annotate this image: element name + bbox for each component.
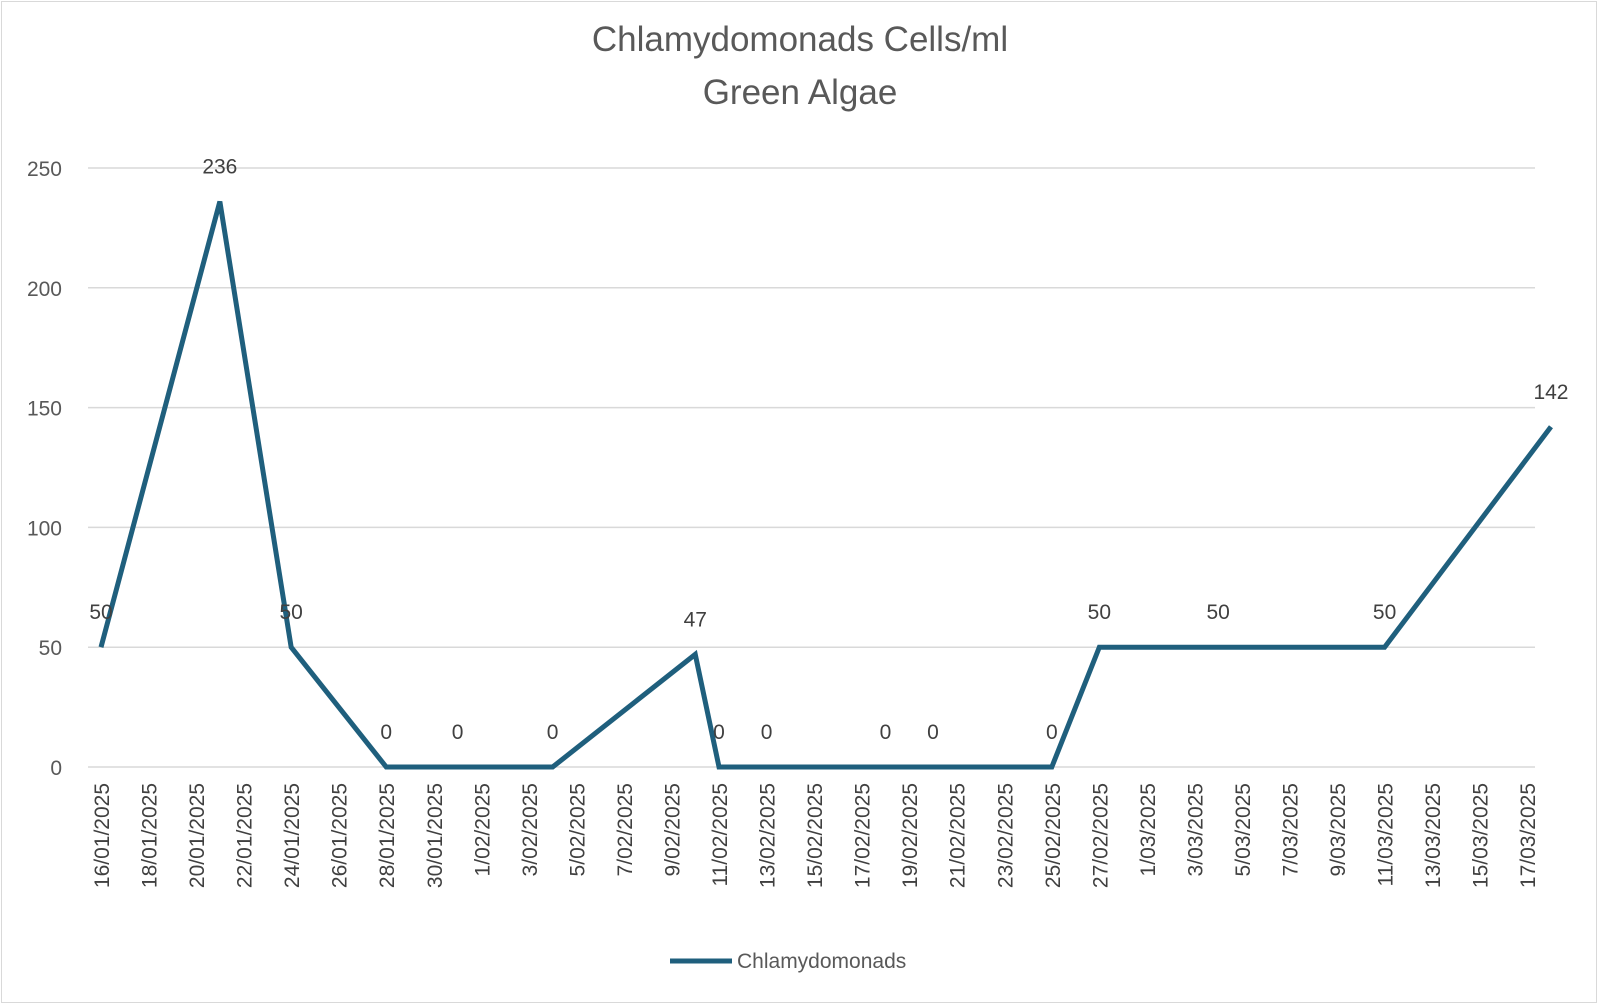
data-label: 47 xyxy=(684,608,707,631)
x-tick-label: 23/02/2025 xyxy=(994,783,1017,888)
data-label: 0 xyxy=(880,721,892,744)
y-tick-label: 250 xyxy=(27,158,62,181)
data-label: 0 xyxy=(547,721,559,744)
x-tick-label: 27/02/2025 xyxy=(1089,783,1112,888)
data-labels: 50 236 50 0 0 0 47 0 0 0 0 0 50 50 50 142 xyxy=(89,156,1568,744)
x-tick-label: 1/02/2025 xyxy=(471,783,494,876)
x-tick-label: 5/03/2025 xyxy=(1232,783,1255,876)
y-tick-label: 0 xyxy=(50,757,62,780)
x-tick-label: 22/01/2025 xyxy=(234,783,257,888)
x-tick-label: 20/01/2025 xyxy=(186,783,209,888)
data-label: 0 xyxy=(452,721,464,744)
data-label: 142 xyxy=(1533,381,1568,404)
data-label: 0 xyxy=(1046,721,1058,744)
y-tick-label: 100 xyxy=(27,517,62,540)
x-tick-label: 9/03/2025 xyxy=(1327,783,1350,876)
x-tick-label: 24/01/2025 xyxy=(281,783,304,888)
data-label: 50 xyxy=(1207,601,1230,624)
data-label: 0 xyxy=(927,721,939,744)
x-tick-label: 3/03/2025 xyxy=(1184,783,1207,876)
data-label: 50 xyxy=(1088,601,1111,624)
y-tick-label: 200 xyxy=(27,278,62,301)
x-tick-label: 7/03/2025 xyxy=(1280,783,1303,876)
x-tick-label: 9/02/2025 xyxy=(661,783,684,876)
x-tick-label: 11/03/2025 xyxy=(1375,783,1398,887)
data-label: 50 xyxy=(89,601,112,624)
y-tick-label: 50 xyxy=(39,637,62,660)
x-tick-label: 7/02/2025 xyxy=(614,783,637,876)
data-label: 0 xyxy=(761,721,773,744)
x-tick-label: 1/03/2025 xyxy=(1137,783,1160,876)
x-tick-label: 18/01/2025 xyxy=(139,783,162,888)
x-tick-label: 17/03/2025 xyxy=(1517,783,1540,888)
x-tick-label: 13/03/2025 xyxy=(1422,783,1445,888)
x-tick-label: 3/02/2025 xyxy=(519,783,542,876)
x-axis-ticks: 16/01/2025 18/01/2025 20/01/2025 22/01/2025… xyxy=(91,783,1540,888)
data-label: 236 xyxy=(202,156,237,179)
x-tick-label: 25/02/2025 xyxy=(1042,783,1065,888)
x-tick-label: 19/02/2025 xyxy=(899,783,922,888)
x-tick-label: 17/02/2025 xyxy=(852,783,875,888)
chart-subtitle: Green Algae xyxy=(702,73,898,112)
x-tick-label: 5/02/2025 xyxy=(566,783,589,876)
series-lines xyxy=(98,200,1553,770)
x-tick-label: 21/02/2025 xyxy=(947,783,970,888)
gridlines xyxy=(88,167,1535,768)
x-tick-label: 13/02/2025 xyxy=(757,783,780,888)
y-axis-ticks: 0 50 100 150 200 250 xyxy=(27,158,62,780)
x-tick-label: 15/02/2025 xyxy=(804,783,827,888)
x-tick-label: 26/01/2025 xyxy=(329,783,352,888)
data-label: 0 xyxy=(713,721,725,744)
data-label: 50 xyxy=(1373,601,1396,624)
series-line-chlamydomonads xyxy=(98,200,1553,770)
legend: Chlamydomonads xyxy=(670,950,906,973)
x-tick-label: 16/01/2025 xyxy=(91,783,114,888)
legend-label: Chlamydomonads xyxy=(737,950,906,973)
x-tick-label: 15/03/2025 xyxy=(1470,783,1493,888)
y-tick-label: 150 xyxy=(27,398,62,421)
data-label: 0 xyxy=(380,721,392,744)
x-tick-label: 28/01/2025 xyxy=(376,783,399,888)
x-tick-label: 30/01/2025 xyxy=(424,783,447,888)
x-tick-label: 11/02/2025 xyxy=(709,783,732,887)
chart-title: Chlamydomonads Cells/ml xyxy=(591,20,1009,59)
data-label: 50 xyxy=(279,601,302,624)
